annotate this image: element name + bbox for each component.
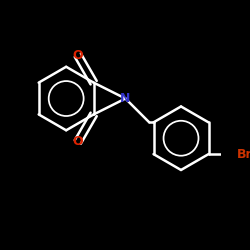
Text: O: O: [72, 49, 83, 62]
Text: Br: Br: [237, 148, 250, 160]
Text: N: N: [120, 92, 130, 105]
Text: O: O: [72, 136, 83, 148]
